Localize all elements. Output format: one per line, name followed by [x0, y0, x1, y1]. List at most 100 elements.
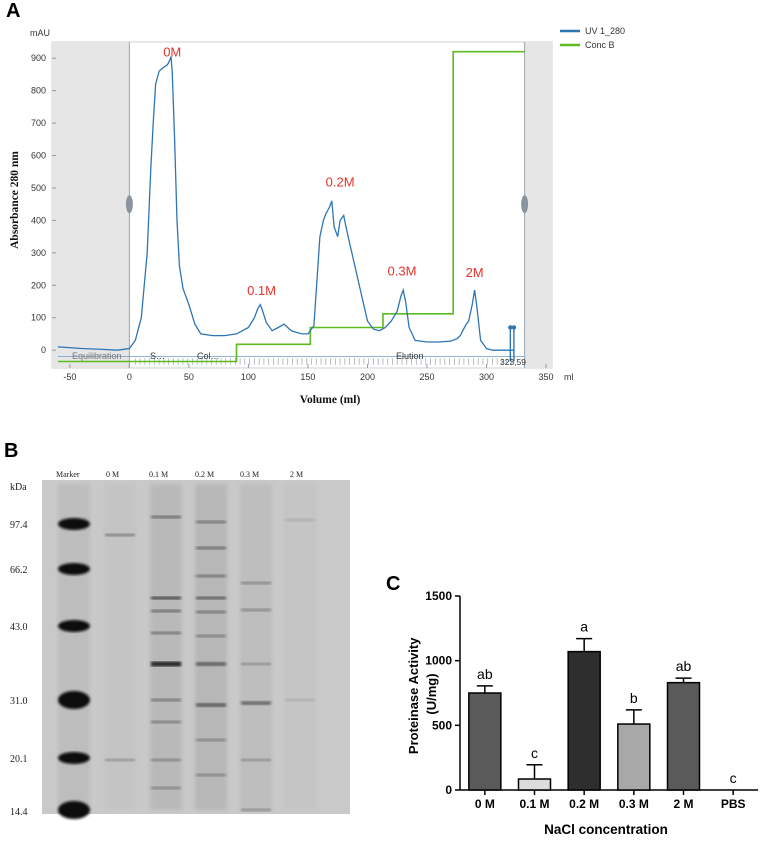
peak-labels: 0M 0.1M 0.2M 0.3M 2M [163, 45, 483, 298]
marker-size-97-4: 97.4 [10, 520, 28, 531]
protein-band [151, 786, 181, 790]
lane-label-2m: 2 M [290, 470, 303, 479]
y-tick-label: 800 [31, 86, 46, 96]
bar-chart-x-title: NaCl concentration [544, 822, 668, 837]
protein-band [105, 533, 135, 537]
protein-band [241, 581, 271, 585]
significance-letter: ab [477, 666, 493, 682]
phase-label-column: Col… [197, 351, 220, 361]
significance-letter: ab [676, 658, 692, 674]
x-tick-label: 0.2 M [569, 797, 599, 811]
protein-band [196, 610, 226, 614]
kda-unit-label: kDa [10, 482, 27, 493]
y-tick-label: 900 [31, 53, 46, 63]
panel-c-label: C [386, 573, 401, 595]
end-pin-head [508, 325, 513, 330]
right-range-handle[interactable] [521, 195, 529, 214]
proteinase-activity-bar-chart: 0 500 1000 1500 ab 0 M c 0.1 M a 0.2 M b 0.3 M ab 2 … [406, 589, 758, 837]
x-tick-label: 0 M [475, 797, 495, 811]
bar [468, 692, 502, 791]
phase-label-equilibration: Equilibration [72, 351, 122, 361]
protein-band [241, 662, 271, 666]
chromatogram-panel: 0 100 200 300 400 500 600 700 800 900 -50 0 50 100 15… [9, 26, 625, 406]
y-tick-label: 300 [31, 248, 46, 258]
significance-letter: b [630, 690, 638, 706]
y-tick-label: 700 [31, 118, 46, 128]
left-range-handle[interactable] [125, 195, 133, 214]
marker-size-31-0: 31.0 [10, 696, 28, 707]
y-axis-title: Absorbance 280 nm [9, 151, 21, 249]
marker-band [58, 620, 90, 632]
significance-letter: a [580, 619, 588, 635]
y-unit-label: mAU [30, 28, 50, 38]
protein-band [151, 631, 181, 635]
pre-injection-shaded-region [52, 42, 130, 368]
marker-size-14-4: 14.4 [10, 807, 28, 818]
x-tick-label: 250 [419, 372, 434, 382]
y-tick-label: 100 [31, 313, 46, 323]
protein-band [241, 701, 271, 705]
y-tick-label: 0 [41, 345, 46, 355]
series-uv-280-line [57, 56, 514, 351]
x-tick-label: PBS [721, 797, 746, 811]
protein-band [196, 634, 226, 638]
lane-label-marker: Marker [56, 470, 80, 479]
protein-band [151, 596, 181, 600]
chromatogram-x-ticks: -50 0 50 100 150 200 250 300 350 [63, 364, 554, 382]
x-tick-label: 0 [127, 372, 132, 382]
x-tick-label: 0.1 M [519, 797, 549, 811]
sds-page-gel-panel: Marker 0 M 0.1 M 0.2 M 0.3 M 2 M kDa 97.… [10, 470, 350, 819]
bar-chart-bars: ab 0 M c 0.1 M a 0.2 M b 0.3 M ab 2 M c PBS [468, 619, 746, 811]
protein-band [241, 608, 271, 612]
protein-band [196, 546, 226, 550]
protein-band [151, 609, 181, 613]
end-marker-pins [508, 325, 517, 362]
bar-chart-y-title: Proteinase Activity (U/mg) [406, 634, 439, 754]
marker-band [58, 801, 90, 819]
y-tick-label: 1500 [425, 589, 452, 603]
protein-band [151, 758, 181, 762]
marker-size-43-0: 43.0 [10, 622, 28, 633]
marker-size-20-1: 20.1 [10, 754, 28, 765]
marker-size-66-2: 66.2 [10, 565, 28, 576]
bar [517, 778, 552, 791]
bar [617, 723, 651, 791]
bar-group: c PBS [721, 770, 746, 811]
protein-band [151, 661, 181, 667]
x-tick-label: 0.3 M [619, 797, 649, 811]
panel-b-label: B [4, 440, 19, 462]
protein-band [151, 720, 181, 724]
peak-label: 0.1M [247, 283, 276, 298]
protein-band [196, 662, 226, 666]
protein-band [196, 574, 226, 578]
legend-label-conc: Conc B [585, 40, 615, 50]
peak-label: 0.3M [388, 264, 417, 279]
post-run-shaded-region [524, 42, 552, 368]
protein-band [151, 698, 181, 702]
y-tick-label: 500 [31, 183, 46, 193]
chromatogram-legend: UV 1_280 Conc B [560, 26, 625, 50]
x-tick-label: 2 M [673, 797, 693, 811]
lane-label-0m: 0 M [106, 470, 119, 479]
protein-band [241, 758, 271, 762]
x-tick-label: 150 [300, 372, 315, 382]
protein-band [241, 808, 271, 812]
phase-label-elution: Elution [396, 351, 424, 361]
bar-group: a 0.2 M [567, 619, 601, 811]
phase-label-sample: S… [150, 351, 165, 361]
x-tick-label: 300 [479, 372, 494, 382]
gel-lane [284, 484, 316, 810]
lane-label-0-3m: 0.3 M [240, 470, 259, 479]
protein-band [196, 773, 226, 777]
bar-group: c 0.1 M [517, 745, 552, 811]
y-tick-label: 1000 [425, 654, 452, 668]
x-unit-label: ml [564, 372, 574, 382]
bar-group: ab 2 M [666, 658, 701, 811]
end-pin-head [511, 325, 517, 330]
gel-lane [104, 484, 136, 810]
y-tick-label: 400 [31, 215, 46, 225]
y-title-line-1: Proteinase Activity [406, 637, 421, 754]
protein-band [196, 596, 226, 600]
peak-label: 0M [163, 45, 181, 60]
